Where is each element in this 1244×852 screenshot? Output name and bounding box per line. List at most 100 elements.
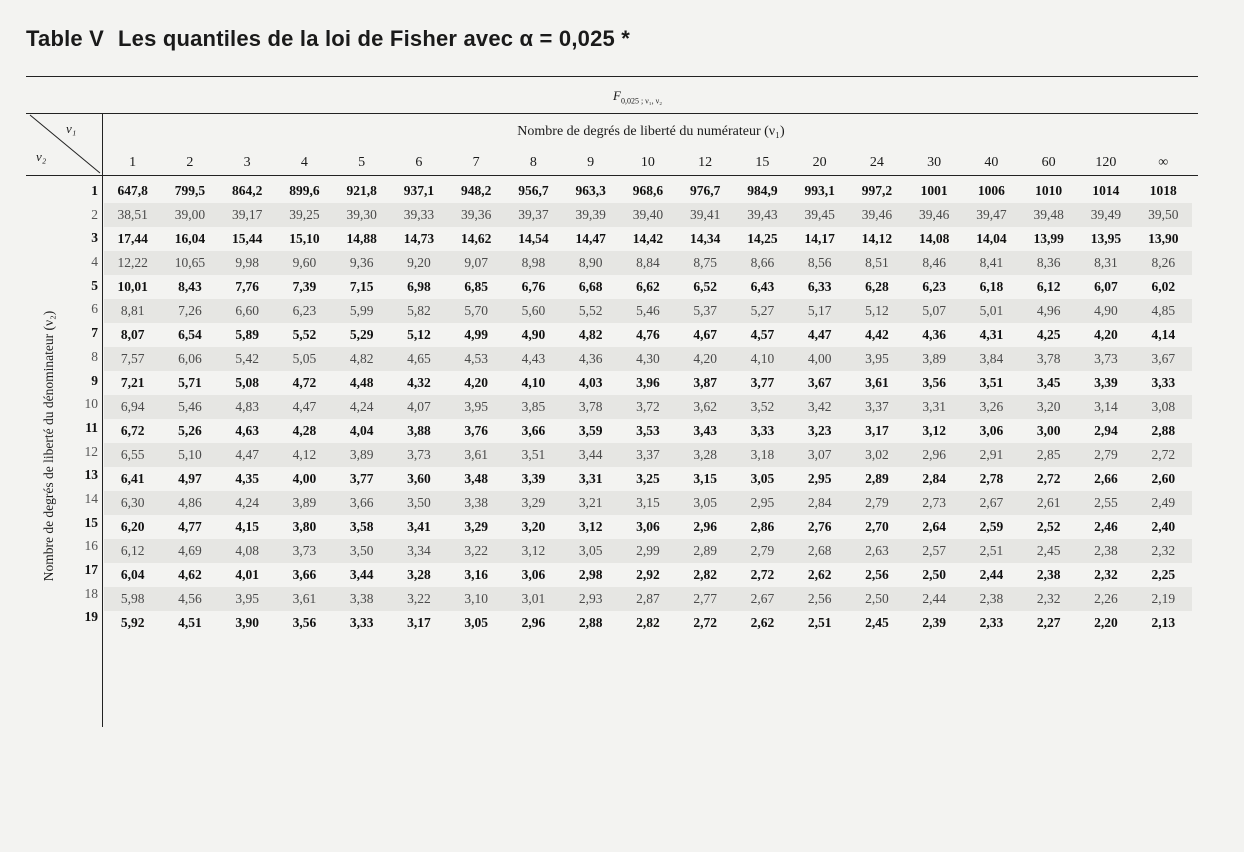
table-cell: 3,48 (464, 471, 488, 486)
table-cell: 3,38 (333, 587, 391, 611)
table-cell: 5,82 (390, 299, 448, 323)
table-cell: 8,66 (733, 251, 791, 275)
table-cell: 4,57 (750, 327, 775, 342)
table-cell: 39,25 (275, 203, 333, 227)
table-cell: 8,98 (504, 251, 562, 275)
table-cell: 8,81 (104, 299, 162, 323)
column-header: 5 (358, 154, 366, 170)
table-cell: 4,10 (521, 375, 546, 390)
table-cell: 3,72 (619, 395, 677, 419)
table-cell: 3,67 (807, 375, 832, 390)
table-cell: 14,12 (861, 231, 893, 246)
column-header: 120 (1095, 154, 1117, 170)
table-cell: 2,82 (693, 567, 717, 582)
column-header: 4 (300, 154, 308, 170)
row-label: 17 (84, 562, 99, 577)
table-cell: 7,39 (292, 279, 317, 294)
table-cell: 2,25 (1151, 567, 1176, 582)
table-cell: 3,76 (464, 423, 488, 438)
table-cell: 3,29 (504, 491, 562, 515)
table-cell: 2,59 (979, 519, 1004, 534)
table-cell: 4,96 (1020, 299, 1078, 323)
table-cell: 5,60 (504, 299, 562, 323)
table-cell: 4,53 (447, 347, 505, 371)
table-cell: 3,51 (979, 375, 1004, 390)
table-cell: 3,00 (1036, 423, 1061, 438)
table-cell: 3,29 (464, 519, 488, 534)
table-cell: 6,98 (407, 279, 431, 294)
table-cell: 2,96 (521, 615, 546, 630)
table-cell: 6,12 (104, 539, 162, 563)
table-cell: 2,62 (807, 567, 832, 582)
table-cell: 3,85 (504, 395, 562, 419)
table-cell: 9,36 (333, 251, 391, 275)
table-cell: 39,49 (1077, 203, 1135, 227)
table-cell: 39,48 (1020, 203, 1078, 227)
page-title: Table V Les quantiles de la loi de Fisher… (26, 26, 630, 52)
table-row: 8,07 6,54 5,89 5,52 5,29 5,12 4,99 4,90 4,82 4,76… (104, 323, 1192, 347)
table-cell: 2,92 (636, 567, 660, 582)
table-row: 6,72 5,26 4,63 4,28 4,04 3,88 3,76 3,66 3,59 3,53… (104, 419, 1192, 443)
table-cell: 6,23 (922, 279, 946, 294)
table-cell: 3,17 (407, 615, 431, 630)
table-cell: 2,49 (1134, 491, 1192, 515)
table-cell: 3,33 (349, 615, 374, 630)
table-cell: 1010 (1035, 183, 1063, 198)
table-cell: 2,72 (1036, 471, 1061, 486)
table-cell: 14,04 (976, 231, 1007, 246)
table-cell: 3,61 (447, 443, 505, 467)
table-cell: 2,51 (962, 539, 1020, 563)
table-cell: 3,37 (848, 395, 906, 419)
table-cell: 5,99 (333, 299, 391, 323)
table-cell: 39,40 (619, 203, 677, 227)
table-cell: 4,43 (504, 347, 562, 371)
row-label: 5 (91, 277, 98, 293)
table-cell: 39,43 (733, 203, 791, 227)
table-cell: 4,14 (1151, 327, 1176, 342)
table-cell: 4,04 (349, 423, 374, 438)
table-cell: 6,12 (1036, 279, 1061, 294)
table-cell: 2,19 (1134, 587, 1192, 611)
row-label-divider (102, 113, 103, 727)
table-cell: 14,88 (346, 231, 377, 246)
row-label: 1 (91, 183, 98, 198)
distribution-symbol-subscript: 0,025 ; ν₁, ν₂ (620, 96, 662, 106)
row-label: 14 (84, 490, 99, 506)
table-cell: 4,24 (333, 395, 391, 419)
table-cell: 2,86 (750, 519, 775, 534)
table-cell: 5,92 (120, 615, 145, 630)
table-cell: 8,26 (1134, 251, 1192, 275)
table-cell: 3,67 (1134, 347, 1192, 371)
table-cell: 8,56 (791, 251, 849, 275)
table-cell: 2,72 (750, 567, 775, 582)
table-cell: 13,95 (1090, 231, 1122, 246)
table-cell: 4,72 (292, 375, 317, 390)
table-cell: 4,31 (979, 327, 1004, 342)
column-header: 6 (415, 154, 423, 170)
table-cell: 2,89 (865, 471, 889, 486)
table-cell: 3,10 (447, 587, 505, 611)
table-cell: 2,84 (922, 471, 946, 486)
corner-cell: ν₁ ν₂ (26, 113, 102, 175)
table-cell: 4,65 (390, 347, 448, 371)
table-cell: 2,56 (865, 567, 889, 582)
table-cell: 5,70 (447, 299, 505, 323)
table-cell: 9,20 (390, 251, 448, 275)
table-cell: 3,95 (218, 587, 276, 611)
table-cell: 2,79 (848, 491, 906, 515)
table-cell: 2,93 (562, 587, 620, 611)
table-cell: 2,51 (807, 615, 832, 630)
table-cell: 4,86 (161, 491, 219, 515)
table-cell: 3,21 (562, 491, 620, 515)
table-cell: 4,20 (464, 375, 488, 390)
header-rule (26, 113, 1198, 114)
row-label: 4 (91, 254, 98, 270)
table-row: 6,94 5,46 4,83 4,47 4,24 4,07 3,95 3,85 3,78 3,72… (104, 395, 1192, 419)
table-cell: 39,45 (791, 203, 849, 227)
table-cell: 4,20 (1094, 327, 1118, 342)
table-cell: 3,06 (979, 423, 1004, 438)
table-cell: 2,95 (807, 471, 832, 486)
table-cell: 3,15 (619, 491, 677, 515)
table-cell: 937,1 (403, 183, 435, 198)
table-cell: 4,42 (865, 327, 889, 342)
